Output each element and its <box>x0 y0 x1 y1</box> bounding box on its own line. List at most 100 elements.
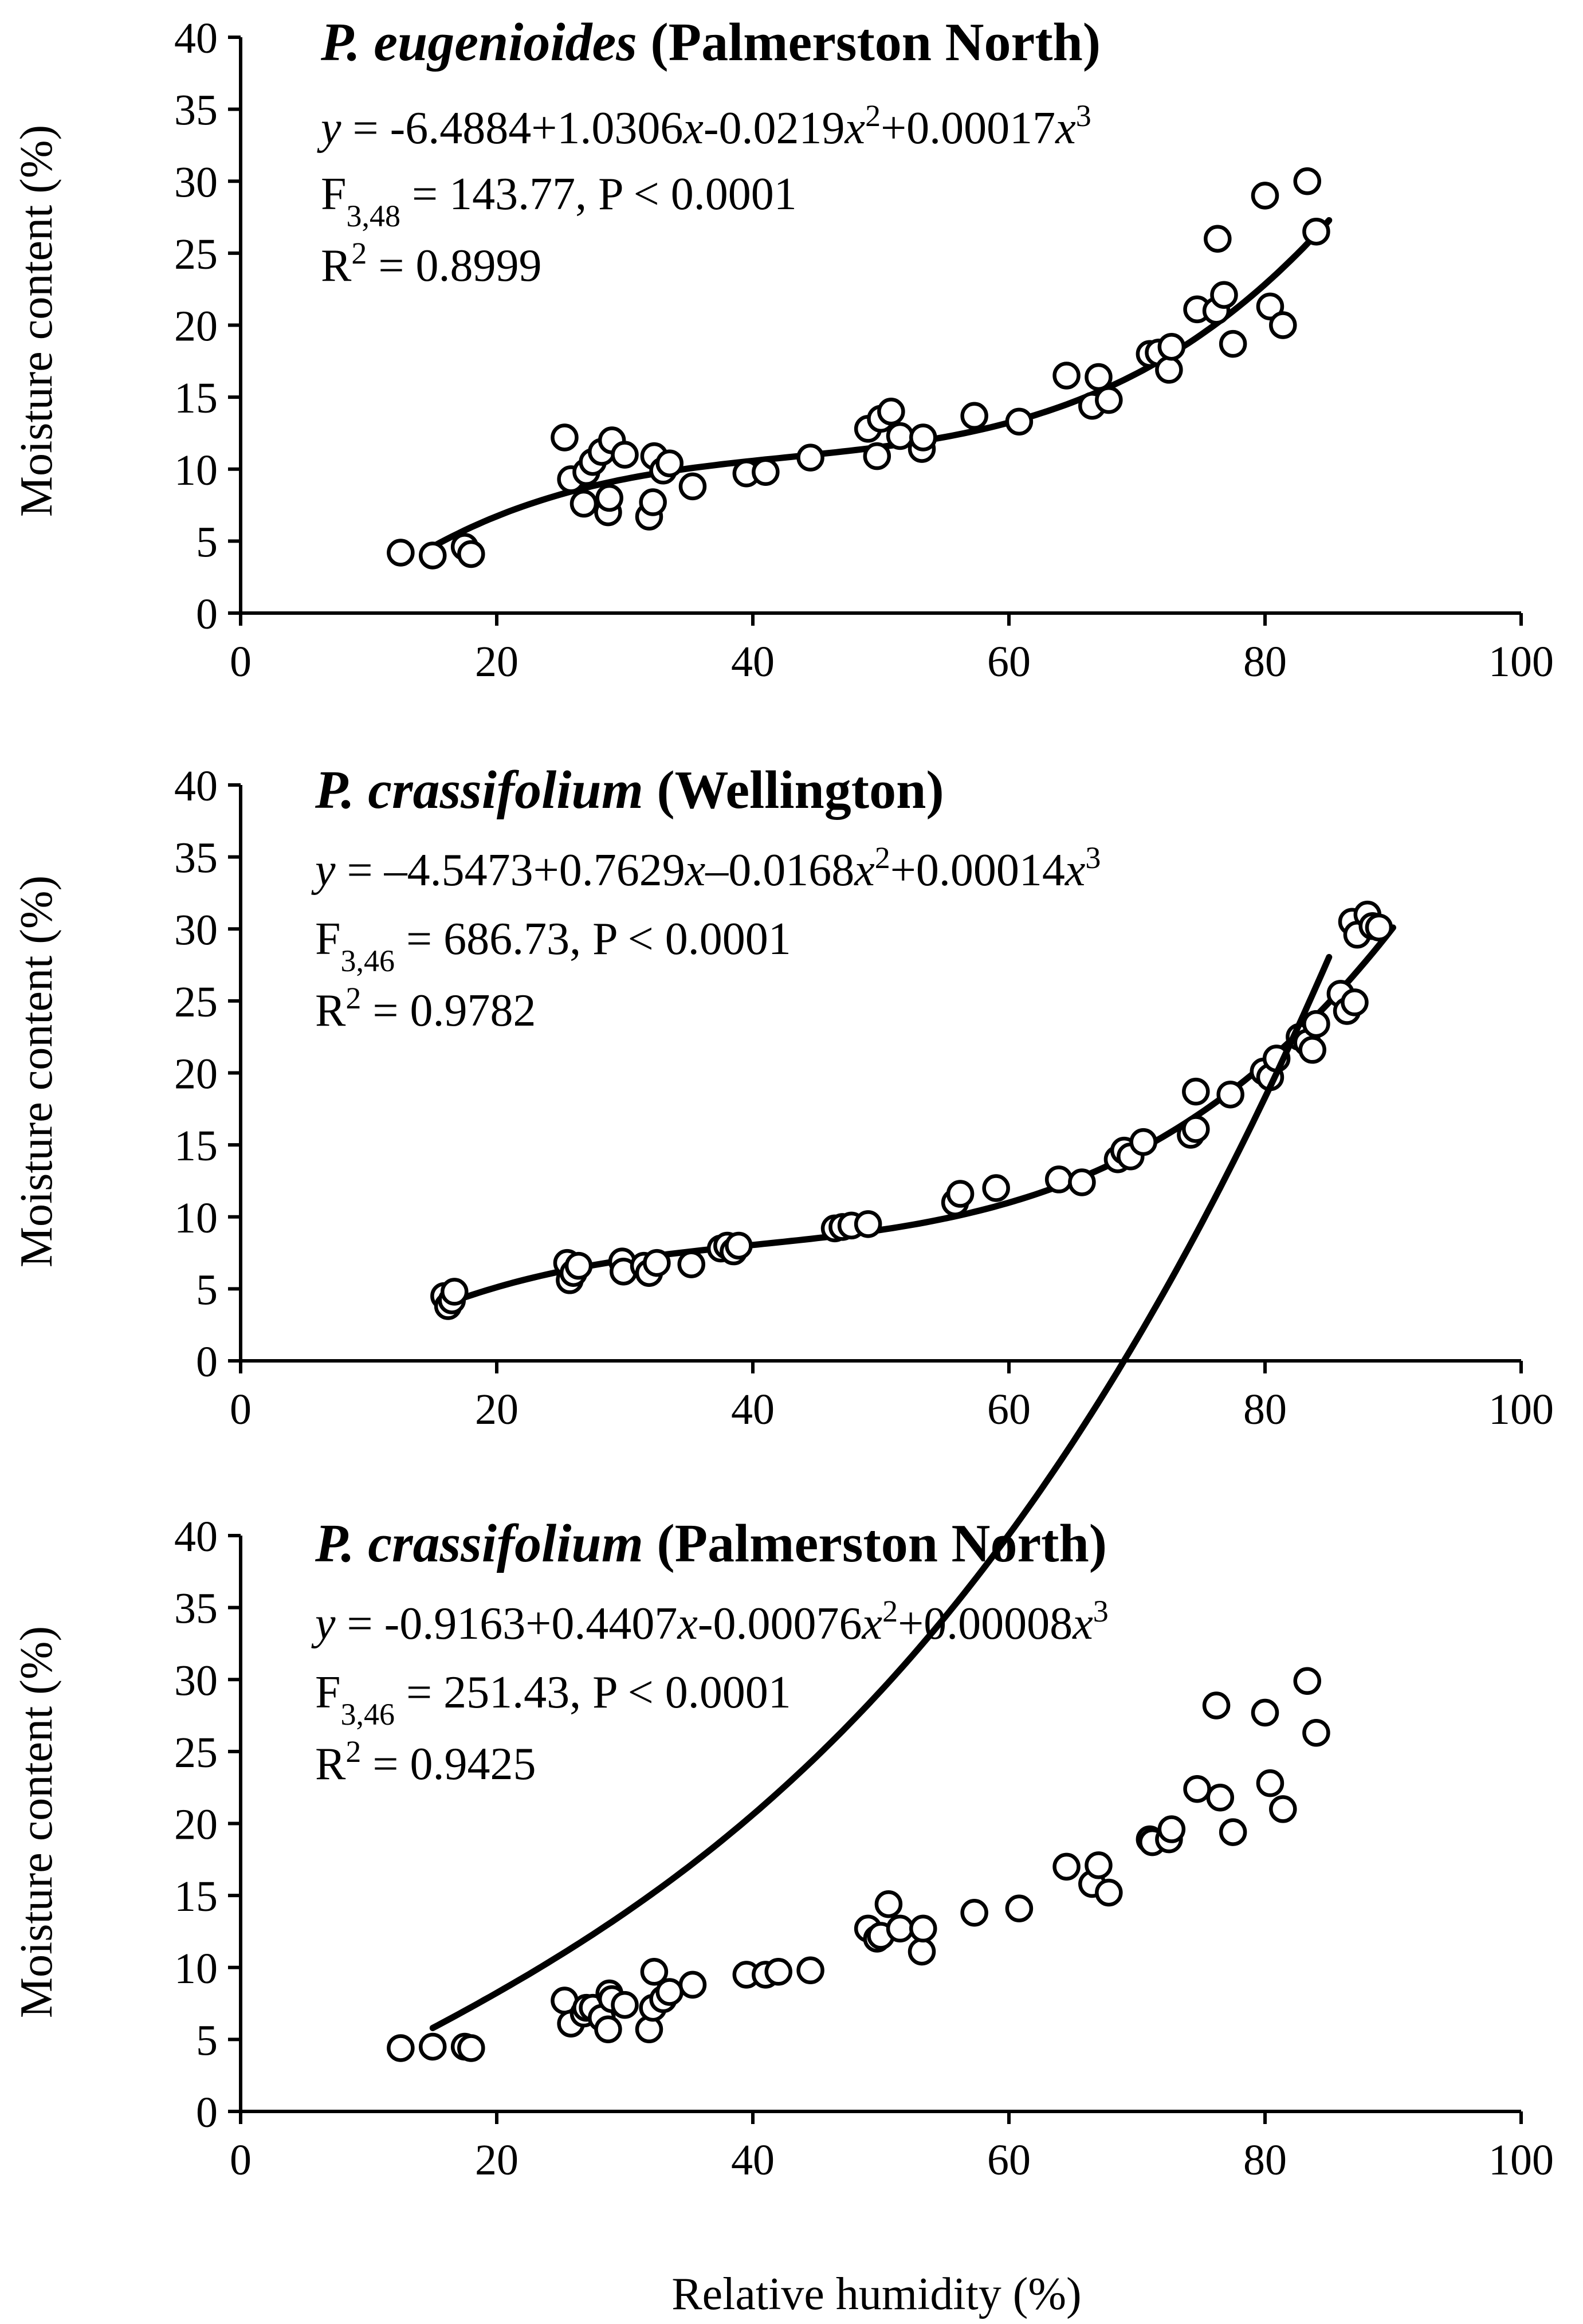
panel-title: P. crassifolium (Palmerston North) <box>315 1514 1107 1573</box>
x-tick-label: 40 <box>731 1385 775 1434</box>
data-point <box>764 1958 792 1986</box>
data-point <box>1183 1775 1211 1803</box>
data-point <box>946 1180 975 1208</box>
y-tick-label: 40 <box>174 1513 218 1561</box>
data-point <box>1052 1852 1081 1881</box>
data-point <box>877 398 905 426</box>
data-point <box>1085 1851 1113 1879</box>
data-point <box>1341 988 1369 1016</box>
data-point <box>611 1991 639 2019</box>
data-point <box>678 1970 707 1999</box>
data-point <box>960 1899 988 1927</box>
data-point <box>1044 1165 1073 1194</box>
f-statistic: F3,46 = 251.43, P < 0.0001 <box>315 1667 791 1732</box>
x-tick-label: 20 <box>475 2136 518 2184</box>
data-point <box>1157 332 1186 361</box>
data-point <box>725 1231 753 1260</box>
data-point <box>440 1278 469 1306</box>
data-point <box>1298 1036 1326 1064</box>
data-point <box>1129 1128 1157 1156</box>
chart-panel-crassifolium-wellington: P. crassifolium (Wellington) y = –4.5473… <box>11 760 1554 1434</box>
y-tick-label: 20 <box>174 1050 218 1098</box>
data-point <box>908 1937 936 1966</box>
data-point <box>611 441 639 469</box>
data-point <box>752 458 780 486</box>
data-point <box>886 422 914 450</box>
y-tick-label: 25 <box>174 230 218 278</box>
data-point <box>960 402 988 430</box>
data-point <box>1302 1010 1330 1038</box>
data-point <box>1204 225 1232 253</box>
y-tick-label: 25 <box>174 1729 218 1777</box>
x-tick-label: 0 <box>230 638 252 686</box>
r-squared: R2 = 0.8999 <box>321 236 541 291</box>
x-tick-label: 40 <box>731 2136 775 2184</box>
data-point <box>796 1956 824 1985</box>
data-point <box>1269 311 1297 339</box>
x-tick-label: 100 <box>1488 1385 1554 1434</box>
y-tick-label: 30 <box>174 158 218 206</box>
data-point <box>1219 329 1247 358</box>
data-point <box>1365 913 1393 941</box>
x-tick-label: 100 <box>1488 2136 1554 2184</box>
data-point <box>1256 1769 1285 1797</box>
data-point <box>643 1249 671 1277</box>
data-point <box>387 539 415 567</box>
regression-equation: y = -6.4884+1.0306x-0.0219x2+0.00017x3 <box>317 99 1091 154</box>
data-point <box>1095 1878 1123 1907</box>
x-tick-label: 20 <box>475 1385 518 1434</box>
data-point <box>655 1978 684 2006</box>
data-point <box>1210 281 1238 309</box>
y-tick-label: 20 <box>174 303 218 351</box>
data-point <box>639 488 667 516</box>
data-point <box>1157 1815 1186 1843</box>
f-statistic: F3,48 = 143.77, P < 0.0001 <box>321 169 797 233</box>
y-tick-label: 15 <box>174 1872 218 1921</box>
data-point <box>1095 386 1123 414</box>
data-point <box>1202 1691 1231 1720</box>
data-point <box>1293 167 1322 195</box>
data-point <box>387 2034 415 2062</box>
data-point <box>655 449 684 477</box>
y-tick-label: 10 <box>174 1945 218 1993</box>
fit-curve <box>429 217 1333 550</box>
data-point <box>594 2015 622 2044</box>
data-point <box>874 1890 903 1918</box>
data-point <box>1182 1077 1210 1106</box>
y-tick-label: 10 <box>174 446 218 494</box>
data-point <box>419 541 447 570</box>
regression-equation: y = –4.5473+0.7629x–0.0168x2+0.00014x3 <box>311 841 1101 896</box>
chart-panel-crassifolium-palmerston: P. crassifolium (Palmerston North) y = -… <box>11 953 1554 2184</box>
x-tick-label: 80 <box>1243 638 1287 686</box>
x-tick-label: 100 <box>1488 638 1554 686</box>
data-point <box>909 423 937 452</box>
y-tick-label: 25 <box>174 978 218 1026</box>
y-tick-label: 20 <box>174 1801 218 1849</box>
y-tick-label: 0 <box>196 1338 218 1386</box>
y-tick-label: 0 <box>196 590 218 638</box>
x-tick-label: 60 <box>987 1385 1031 1434</box>
data-point <box>1216 1080 1244 1109</box>
y-tick-label: 5 <box>196 1266 218 1314</box>
data-point <box>1256 292 1285 321</box>
data-point <box>909 1914 937 1943</box>
data-point <box>1182 1115 1210 1143</box>
data-point <box>564 1251 593 1280</box>
data-point <box>677 1250 705 1278</box>
data-point <box>569 489 598 518</box>
x-tick-label: 40 <box>731 638 775 686</box>
data-point <box>886 1914 914 1943</box>
y-tick-label: 0 <box>196 2089 218 2137</box>
panel-title: P. crassifolium (Wellington) <box>315 760 944 820</box>
y-tick-label: 40 <box>174 762 218 810</box>
x-tick-label: 80 <box>1243 1385 1287 1434</box>
data-point <box>1251 1698 1279 1727</box>
data-point <box>1068 1168 1096 1196</box>
data-point <box>1293 1667 1322 1695</box>
data-point <box>1052 362 1081 390</box>
data-point <box>640 1958 669 1986</box>
data-point <box>1302 217 1330 246</box>
data-point <box>678 472 707 501</box>
y-tick-label: 30 <box>174 906 218 954</box>
